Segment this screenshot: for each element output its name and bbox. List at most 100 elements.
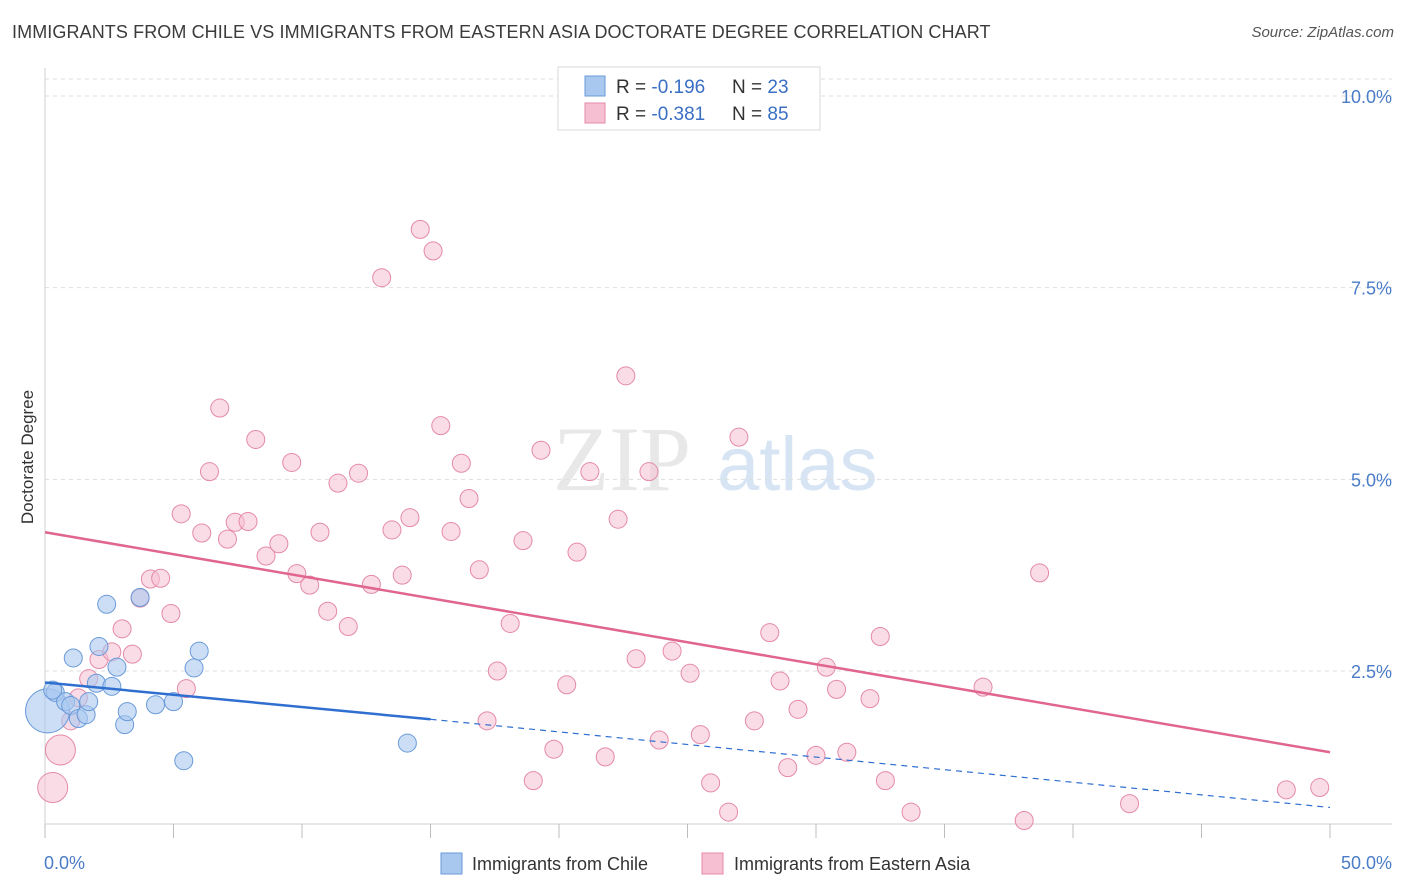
point-eastern-asia	[161, 604, 181, 623]
point-eastern-asia	[382, 520, 402, 540]
point-eastern-asia	[701, 773, 721, 793]
point-eastern-asia	[392, 565, 412, 585]
point-eastern-asia	[246, 429, 266, 449]
point-eastern-asia	[531, 440, 551, 460]
point-chile	[63, 648, 83, 668]
point-eastern-asia	[122, 644, 142, 664]
point-eastern-asia	[544, 739, 564, 759]
point-eastern-asia	[1030, 563, 1050, 583]
y-tick-label: 7.5%	[1351, 279, 1392, 299]
y-tick-label: 10.0%	[1341, 87, 1392, 107]
point-eastern-asia	[361, 574, 381, 594]
point-eastern-asia	[729, 427, 749, 447]
point-eastern-asia	[662, 641, 682, 661]
point-eastern-asia	[477, 711, 497, 731]
legend-n-value: 23	[767, 77, 788, 98]
point-eastern-asia	[469, 560, 489, 580]
point-chile	[174, 751, 194, 771]
legend-n-label: N =	[732, 77, 767, 98]
point-eastern-asia	[870, 627, 890, 646]
legend-box: R = -0.196 N = 23 R = -0.381 N = 85	[557, 66, 821, 131]
point-chile	[79, 692, 99, 712]
watermark-zip: ZIP	[553, 408, 691, 510]
point-eastern-asia	[487, 661, 507, 681]
point-eastern-asia	[875, 771, 895, 791]
y-axis-label: Doctorate Degree	[18, 390, 37, 524]
point-chile	[102, 676, 122, 696]
point-eastern-asia	[557, 675, 577, 695]
point-eastern-asia	[616, 366, 636, 386]
trend-line-chile-dashed	[430, 718, 1331, 809]
point-eastern-asia	[719, 802, 739, 822]
point-chile	[107, 657, 127, 677]
point-eastern-asia	[639, 462, 659, 482]
point-eastern-asia	[760, 623, 780, 643]
point-chile	[43, 680, 63, 700]
point-chile	[97, 594, 117, 614]
y-tick-label: 5.0%	[1351, 470, 1392, 490]
point-eastern-asia	[269, 534, 289, 554]
point-eastern-asia	[256, 546, 276, 566]
point-eastern-asia	[626, 649, 646, 669]
point-eastern-asia	[860, 689, 880, 709]
legend-r-label: R =	[616, 77, 651, 98]
point-eastern-asia	[192, 523, 212, 543]
point-eastern-asia	[112, 619, 132, 639]
point-chile	[146, 695, 166, 715]
point-eastern-asia	[217, 529, 237, 549]
bottom-legend-swatch-eastern-asia	[701, 852, 724, 875]
point-eastern-asia	[680, 663, 700, 683]
point-eastern-asia	[770, 671, 790, 691]
point-eastern-asia	[238, 512, 258, 531]
bottom-legend-eastern-asia: Immigrants from Eastern Asia	[734, 854, 971, 874]
legend-swatch-eastern-asia	[584, 102, 606, 124]
svg-text:R = -0.381: R = -0.381	[616, 104, 705, 125]
point-eastern-asia	[778, 758, 798, 778]
point-eastern-asia	[608, 509, 628, 529]
point-eastern-asia	[523, 771, 543, 791]
point-eastern-asia	[44, 734, 76, 766]
svg-text:R = -0.196: R = -0.196	[616, 77, 705, 98]
x-tick-label-min: 0.0%	[44, 853, 85, 873]
trend-line-eastern-asia	[44, 531, 1331, 754]
point-chile	[89, 636, 109, 656]
legend-r-value: -0.196	[651, 77, 705, 98]
point-chile	[86, 673, 106, 693]
source-label: Source: ZipAtlas.com	[1251, 24, 1394, 41]
svg-text:N = 85: N = 85	[732, 104, 789, 125]
point-eastern-asia	[788, 699, 808, 719]
point-chile	[397, 733, 417, 753]
point-eastern-asia	[901, 802, 921, 822]
point-eastern-asia	[451, 453, 471, 473]
point-eastern-asia	[513, 531, 533, 551]
point-eastern-asia	[199, 462, 219, 482]
point-eastern-asia	[744, 711, 764, 731]
point-eastern-asia	[500, 613, 520, 633]
chart-title: IMMIGRANTS FROM CHILE VS IMMIGRANTS FROM…	[12, 22, 991, 42]
point-eastern-asia	[1276, 780, 1296, 800]
point-eastern-asia	[423, 241, 443, 261]
point-eastern-asia	[176, 679, 196, 699]
point-chile	[189, 641, 209, 661]
legend-n-value: 85	[767, 104, 788, 125]
point-eastern-asia	[210, 398, 230, 418]
point-chile	[130, 587, 150, 607]
point-eastern-asia	[1120, 794, 1140, 814]
point-eastern-asia	[410, 219, 430, 239]
legend-n-label: N =	[732, 104, 767, 125]
legend-r-value: -0.381	[651, 104, 705, 125]
point-eastern-asia	[1014, 811, 1034, 830]
x-tick-label-max: 50.0%	[1341, 853, 1392, 873]
point-eastern-asia	[567, 542, 587, 562]
point-eastern-asia	[1310, 778, 1330, 798]
bottom-legend-swatch-chile	[440, 852, 463, 875]
point-eastern-asia	[318, 601, 338, 621]
point-eastern-asia	[459, 489, 479, 508]
point-eastern-asia	[338, 617, 358, 637]
point-eastern-asia	[400, 508, 420, 528]
point-eastern-asia	[649, 730, 669, 750]
point-eastern-asia	[349, 463, 369, 483]
point-eastern-asia	[580, 462, 600, 482]
trend-line-chile	[44, 681, 431, 721]
